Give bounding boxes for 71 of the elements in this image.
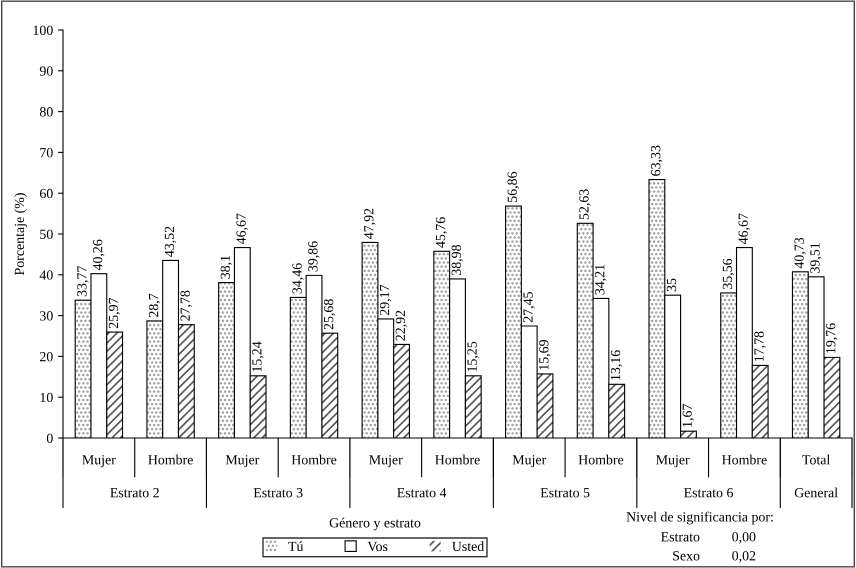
data-label: 40,73	[794, 238, 806, 268]
legend-label: Tú	[288, 541, 304, 552]
text: General	[794, 488, 838, 498]
y-tick-label: 50	[40, 230, 53, 239]
text: Estrato	[661, 532, 700, 542]
data-label: 43,52	[164, 226, 176, 257]
data-label: 15,24	[252, 342, 264, 372]
x-tick-label: Hombre	[148, 454, 193, 464]
data-label: 47,92	[364, 208, 376, 239]
data-label: 63,33	[651, 146, 662, 176]
data-label: 27,45	[523, 292, 535, 322]
text: Estrato 5	[540, 488, 590, 498]
data-label: 34,21	[595, 264, 606, 294]
data-label: 38,98	[452, 244, 463, 276]
data-label: 46,67	[738, 213, 750, 244]
data-label: 1,67	[682, 404, 694, 427]
data-label: 27,78	[180, 290, 192, 321]
data-label: 52,63	[579, 189, 591, 220]
x-tick-label: Mujer	[512, 455, 546, 468]
data-label: 34,46	[292, 263, 304, 294]
x-tick-label: Mujer	[82, 455, 116, 468]
data-label: 17,78	[754, 331, 766, 361]
y-tick-label: 10	[40, 392, 53, 402]
data-label: 25,97	[108, 298, 120, 328]
text: Nivel de significancia por:	[626, 512, 773, 524]
data-label: 19,76	[826, 323, 838, 353]
data-label: 45,76	[436, 217, 448, 248]
text: Estrato 2	[110, 488, 159, 498]
data-label: 25,68	[324, 299, 336, 330]
text: 0,02	[732, 551, 756, 562]
data-label: 39,51	[810, 243, 822, 273]
data-label: 56,86	[508, 172, 519, 202]
data-label: 38,1	[220, 256, 232, 279]
legend-label: Vos	[367, 542, 388, 552]
data-label: 39,86	[308, 241, 320, 272]
x-axis-title: Género y estrato	[330, 518, 420, 530]
y-tick-label: 60	[40, 188, 53, 198]
data-label: 13,16	[610, 350, 622, 380]
data-label: 29,17	[380, 284, 392, 316]
data-label: 46,67	[236, 213, 248, 244]
data-label: 35,56	[722, 258, 734, 289]
y-tick-label: 20	[40, 352, 53, 362]
data-label: 15,69	[539, 340, 550, 370]
x-tick-label: Mujer	[369, 455, 403, 468]
x-tick-label: Hombre	[435, 454, 480, 464]
legend-label: Usted	[452, 541, 484, 552]
data-label: 35	[666, 278, 676, 292]
text: 0,00	[732, 532, 756, 544]
y-tick-label: 100	[34, 26, 53, 35]
y-tick-label: 90	[40, 66, 53, 76]
x-tick-label: Total	[802, 454, 830, 464]
y-tick-label: 80	[40, 107, 53, 117]
text: Estrato 6	[684, 488, 734, 498]
text: Estrato 3	[254, 488, 303, 498]
text: Sexo	[673, 551, 700, 560]
text: Estrato 4	[397, 488, 446, 498]
data-label: 40,26	[92, 240, 104, 270]
x-tick-label: Hombre	[578, 454, 624, 464]
data-label: 28,7	[148, 294, 160, 318]
data-label: 33,77	[77, 266, 89, 296]
data-label: 15,25	[467, 342, 479, 372]
y-tick-label: 30	[40, 311, 53, 321]
y-axis-title: Porcentaje (%)	[14, 193, 27, 276]
x-tick-label: Hombre	[292, 454, 336, 464]
y-tick-label: 70	[40, 148, 53, 158]
y-tick-label: 0	[46, 434, 53, 443]
x-tick-label: Mujer	[226, 455, 260, 468]
x-tick-label: Mujer	[656, 455, 690, 468]
y-tick-label: 40	[40, 270, 53, 280]
data-label: 22,92	[396, 310, 408, 341]
x-tick-label: Hombre	[722, 454, 767, 464]
